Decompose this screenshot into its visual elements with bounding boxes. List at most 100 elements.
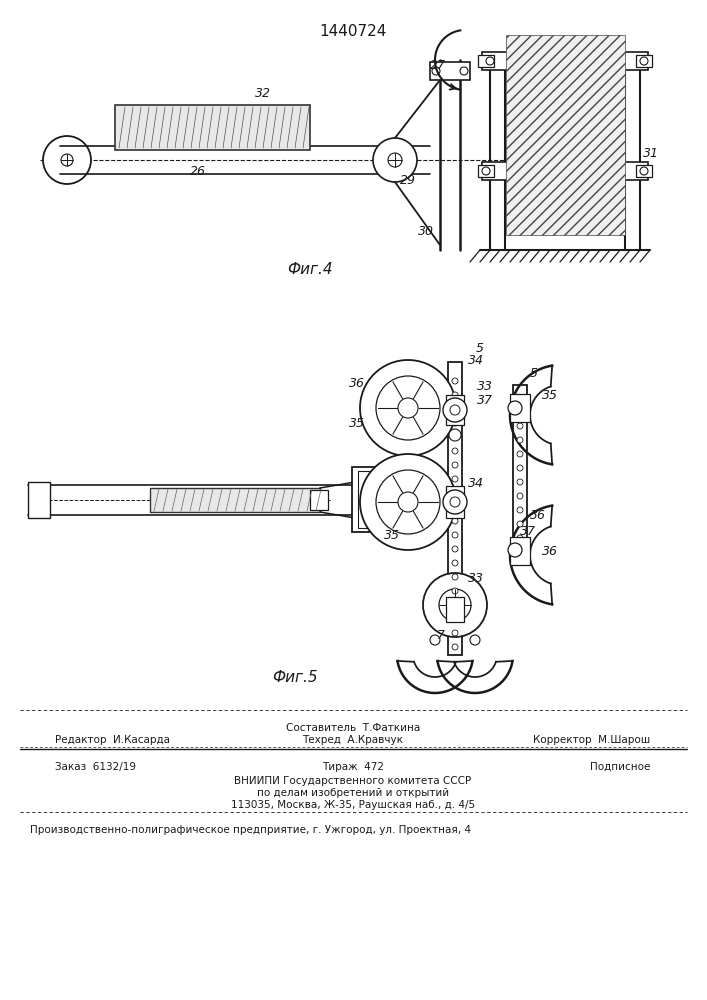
- Bar: [636, 55, 652, 67]
- Circle shape: [517, 451, 523, 457]
- Circle shape: [508, 401, 522, 415]
- Circle shape: [360, 360, 456, 456]
- Text: 33: 33: [477, 380, 493, 393]
- Text: 32: 32: [255, 87, 271, 100]
- Bar: [510, 394, 530, 422]
- Bar: [448, 362, 462, 655]
- Bar: [482, 162, 648, 180]
- Text: Корректор  М.Шарош: Корректор М.Шарош: [533, 735, 650, 745]
- Bar: [510, 537, 530, 565]
- Circle shape: [517, 409, 523, 415]
- Circle shape: [452, 448, 458, 454]
- Text: 7: 7: [437, 629, 445, 642]
- Circle shape: [452, 644, 458, 650]
- Bar: [446, 597, 464, 622]
- Circle shape: [360, 454, 456, 550]
- Circle shape: [517, 507, 523, 513]
- Text: 33: 33: [468, 572, 484, 585]
- Text: 27: 27: [430, 59, 446, 72]
- Circle shape: [452, 476, 458, 482]
- Text: по делам изобретений и открытий: по делам изобретений и открытий: [257, 788, 449, 798]
- Text: Техред  А.Кравчук: Техред А.Кравчук: [303, 735, 404, 745]
- Text: 31: 31: [643, 147, 659, 160]
- Text: Тираж  472: Тираж 472: [322, 762, 384, 772]
- Bar: [358, 471, 388, 528]
- Circle shape: [373, 138, 417, 182]
- Bar: [513, 385, 527, 560]
- Circle shape: [517, 521, 523, 527]
- Circle shape: [640, 57, 648, 65]
- Text: Производственно-полиграфическое предприятие, г. Ужгород, ул. Проектная, 4: Производственно-полиграфическое предприя…: [30, 825, 471, 835]
- Circle shape: [508, 543, 522, 557]
- Bar: [506, 35, 625, 235]
- Bar: [430, 62, 470, 80]
- Circle shape: [452, 560, 458, 566]
- Circle shape: [486, 57, 494, 65]
- Circle shape: [452, 434, 458, 440]
- Text: 36: 36: [542, 545, 558, 558]
- Bar: [310, 490, 328, 510]
- Text: 1440724: 1440724: [320, 24, 387, 39]
- Text: 35: 35: [349, 417, 365, 430]
- Circle shape: [432, 67, 440, 75]
- Circle shape: [452, 490, 458, 496]
- Text: Редактор  И.Касарда: Редактор И.Касарда: [55, 735, 170, 745]
- Text: 113035, Москва, Ж-35, Раушская наб., д. 4/5: 113035, Москва, Ж-35, Раушская наб., д. …: [231, 800, 475, 810]
- Circle shape: [460, 67, 468, 75]
- Bar: [478, 165, 494, 177]
- Circle shape: [517, 493, 523, 499]
- Circle shape: [452, 392, 458, 398]
- Circle shape: [376, 470, 440, 534]
- Circle shape: [452, 532, 458, 538]
- Circle shape: [517, 535, 523, 541]
- Bar: [478, 55, 494, 67]
- Text: 5: 5: [476, 342, 484, 355]
- Circle shape: [470, 635, 480, 645]
- Circle shape: [452, 616, 458, 622]
- Circle shape: [423, 573, 487, 637]
- Circle shape: [443, 398, 467, 422]
- Text: 30: 30: [418, 225, 434, 238]
- Text: 37: 37: [477, 394, 493, 407]
- Circle shape: [452, 378, 458, 384]
- Circle shape: [452, 462, 458, 468]
- Bar: [150, 488, 320, 512]
- Circle shape: [517, 479, 523, 485]
- Circle shape: [398, 398, 418, 418]
- Circle shape: [443, 490, 467, 514]
- Circle shape: [482, 167, 490, 175]
- Circle shape: [452, 602, 458, 608]
- Circle shape: [388, 153, 402, 167]
- Circle shape: [61, 154, 73, 166]
- Circle shape: [450, 600, 460, 610]
- Bar: [115, 105, 310, 150]
- Bar: [28, 482, 50, 518]
- Circle shape: [517, 437, 523, 443]
- Text: 37: 37: [520, 525, 536, 538]
- Bar: [446, 395, 464, 425]
- Circle shape: [452, 546, 458, 552]
- Text: 29: 29: [400, 174, 416, 187]
- Bar: [482, 52, 648, 70]
- Circle shape: [376, 376, 440, 440]
- Circle shape: [450, 497, 460, 507]
- Text: Составитель  Т.Фаткина: Составитель Т.Фаткина: [286, 723, 420, 733]
- Circle shape: [430, 635, 440, 645]
- Text: Фиг.5: Фиг.5: [272, 670, 318, 685]
- Text: ВНИИПИ Государственного комитета СССР: ВНИИПИ Государственного комитета СССР: [235, 776, 472, 786]
- Text: Подписное: Подписное: [590, 762, 650, 772]
- Circle shape: [398, 492, 418, 512]
- Text: 35: 35: [384, 529, 400, 542]
- Circle shape: [517, 549, 523, 555]
- Circle shape: [43, 136, 91, 184]
- Circle shape: [452, 420, 458, 426]
- Text: 36: 36: [349, 377, 365, 390]
- Circle shape: [452, 504, 458, 510]
- Circle shape: [517, 423, 523, 429]
- Text: 5: 5: [530, 367, 538, 380]
- Text: 34: 34: [468, 477, 484, 490]
- Text: 26: 26: [190, 165, 206, 178]
- Text: 36: 36: [530, 509, 546, 522]
- Circle shape: [452, 630, 458, 636]
- Circle shape: [439, 589, 471, 621]
